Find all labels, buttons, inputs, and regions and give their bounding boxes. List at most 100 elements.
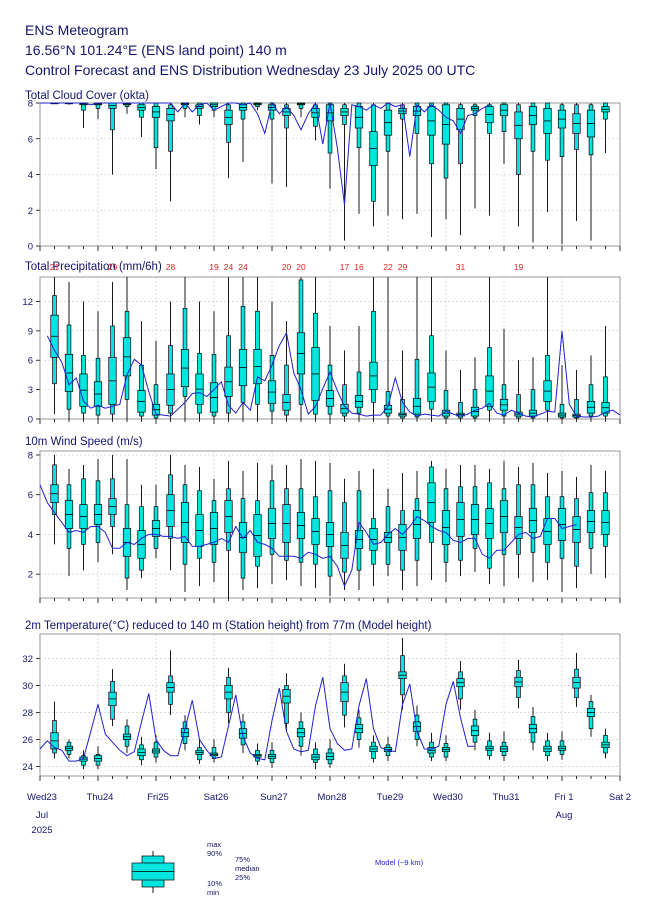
location-line: 16.56°N 101.24°E (ENS land point) 140 m [25,42,287,58]
y-tick-label: 0 [28,242,33,253]
p10-p90-box [530,102,536,152]
day-label: Tue29 [377,792,404,803]
max-exceed-label: 22 [383,262,393,272]
max-exceed-label: 29 [108,262,118,272]
y-tick-label: 32 [22,654,33,665]
meteogram-title: ENS Meteogram [25,22,129,38]
max-exceed-label: 20 [296,262,306,272]
y-tick-label: 26 [22,735,33,746]
y-tick-label: 9 [28,326,33,337]
p10-p90-box [559,104,565,157]
max-exceed-label: 29 [398,262,408,272]
p10-p90-box [371,310,376,403]
day-label: Sat 2 [609,792,631,803]
p10-p90-box [327,364,333,415]
panel-title: Total Precipitation (mm/6h) [25,261,162,273]
y-tick-label: 6 [28,356,33,367]
y-tick-label: 24 [22,762,33,773]
model-line [39,677,475,762]
p10-p90-box [153,384,159,419]
legend-p75-label: 75% [235,855,250,864]
p10-p90-box [472,389,478,419]
legend-p25-label: 25% [235,873,250,882]
precipitation-panel: 0 3 6 9 12 Total Precipitation (mm/6h)21 29 28 1… [22,261,621,426]
p10-p90-box [443,390,449,419]
legend-min-label: min [207,888,219,897]
y-tick-label: 2 [28,206,33,217]
day-label: Fri25 [147,792,169,803]
p10-p90-box [414,358,420,418]
day-label: Fri 1 [555,792,574,803]
day-label: Mon28 [317,792,346,803]
max-exceed-label: 21 [50,262,60,272]
legend-p90-label: 90% [207,849,222,858]
y-tick-label: 0 [28,415,33,426]
p10-p90-box [458,402,463,419]
model-line [40,101,490,205]
y-tick-label: 6 [28,134,33,145]
p10-p90-box [342,384,347,417]
y-tick-label: 8 [28,99,33,110]
model-line [46,330,621,418]
p10-p90-box [501,102,507,132]
month-label: Jul [36,810,48,821]
temperature-panel: 24 26 28 30 32 2m Temperature(°C) reduced to … [22,620,621,781]
day-label: Wed30 [433,792,463,803]
p10-p90-box [603,376,608,417]
y-tick-label: 4 [28,170,33,181]
day-label: Sun27 [260,792,287,803]
day-label: Thu24 [87,792,114,803]
max-exceed-label: 28 [166,262,176,272]
p10-p90-box [516,104,521,175]
y-tick-label: 3 [28,385,33,396]
max-exceed-label: 16 [354,262,364,272]
y-tick-label: 4 [28,530,33,541]
max-exceed-label: 20 [282,262,292,272]
wind-speed-panel: 2 4 6 8 10m Wind Speed (m/s) [25,436,621,603]
max-exceed-label: 19 [209,262,219,272]
p10-p90-box [429,335,434,410]
p10-p90-box [574,399,579,419]
p10-p90-box [516,394,521,419]
p10-p90-box [284,685,289,724]
day-axis: Wed23 Jul 2025 Thu24 Fri25 Sat26 Sun27 Mon28 Tue… [27,792,631,836]
y-tick-label: 28 [22,708,33,719]
max-exceed-label: 19 [514,262,524,272]
p10-p90-box [559,403,565,419]
model-line [39,484,577,588]
y-tick-label: 8 [28,450,33,461]
p10-p90-box [240,102,246,120]
day-label: Wed23 [27,792,57,803]
p10-p90-box [356,371,362,414]
year-label: 2025 [31,825,52,836]
max-exceed-label: 24 [224,262,234,272]
day-label: Sat26 [204,792,229,803]
panel-title: 10m Wind Speed (m/s) [25,436,143,448]
p10-p90-box [284,104,289,129]
p10-p90-box [168,104,173,152]
p10-p90-box [385,391,391,417]
p10-p90-box [588,384,594,417]
y-tick-label: 12 [22,297,33,308]
legend-max-label: max [207,840,221,849]
max-exceed-label: 24 [238,262,248,272]
panel-title: 2m Temperature(°C) reduced to 140 m (Sta… [25,620,432,632]
legend-p10-label: 10% [207,879,222,888]
max-exceed-label: 31 [456,262,466,272]
day-label: Thu31 [493,792,520,803]
p10-p90-box [530,389,536,419]
max-exceed-label: 17 [340,262,350,272]
p10-p90-box [400,399,405,419]
y-tick-label: 6 [28,490,33,501]
legend-median-label: median [235,864,260,873]
panel-title: Total Cloud Cover (okta) [25,90,149,102]
p10-p90-box [197,102,202,116]
legend-model-label: Model (~9 km) [375,858,424,867]
forecast-description: Control Forecast and ENS Distribution We… [25,62,476,78]
month-label: Aug [556,810,573,821]
y-tick-label: 2 [28,570,33,581]
y-tick-label: 30 [22,681,33,692]
